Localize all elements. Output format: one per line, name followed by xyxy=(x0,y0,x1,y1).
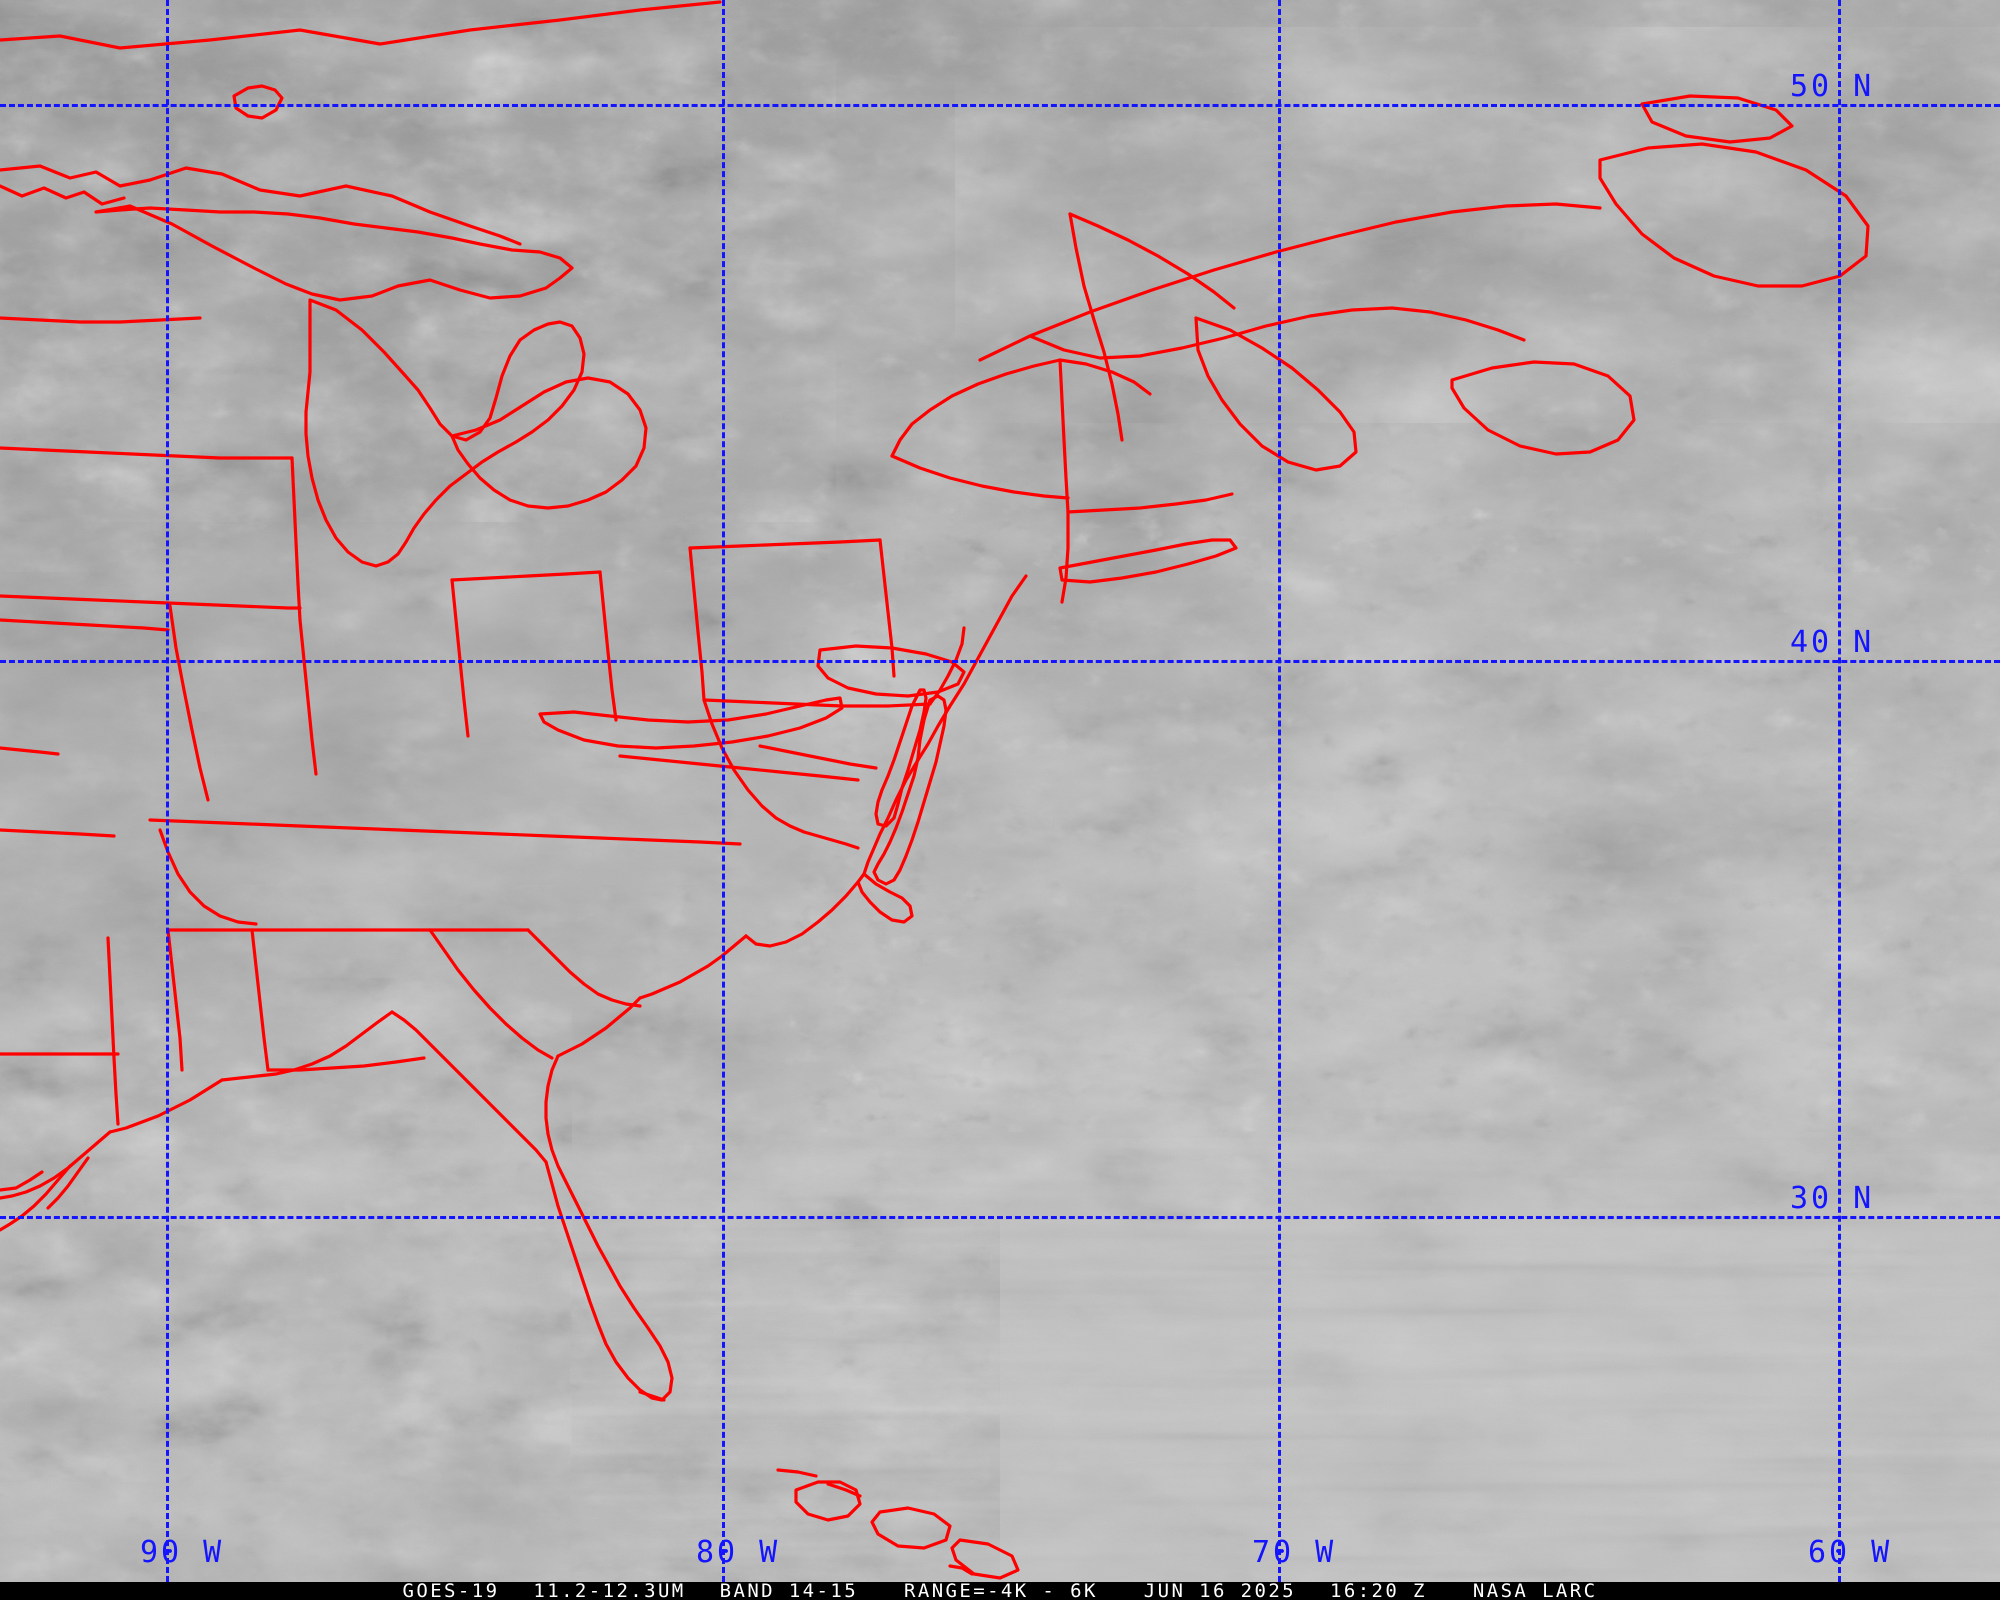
lon-label-70w: 70 W xyxy=(1252,1535,1337,1570)
lon-label-60w: 60 W xyxy=(1808,1535,1893,1570)
lat-label-30n: 30 N xyxy=(1790,1181,1875,1216)
lat-label-40n: 40 N xyxy=(1790,625,1875,660)
caption-time: 16:20 Z xyxy=(1330,1582,1427,1600)
caption-date: JUN 16 2025 xyxy=(1143,1582,1297,1600)
caption-range: RANGE=-4K - 6K xyxy=(904,1582,1098,1600)
caption-source: NASA LARC xyxy=(1472,1582,1598,1600)
lat-label-50n: 50 N xyxy=(1790,69,1875,104)
lon-label-90w: 90 W xyxy=(140,1535,225,1570)
caption-channel: 11.2-12.3UM xyxy=(533,1582,686,1600)
caption-satellite: GOES-19 xyxy=(402,1582,500,1600)
lon-label-80w: 80 W xyxy=(696,1535,781,1570)
image-caption-bar: GOES-19 11.2-12.3UM BAND 14-15 RANGE=-4K… xyxy=(0,1582,2000,1600)
caption-band: BAND 14-15 xyxy=(719,1582,859,1600)
